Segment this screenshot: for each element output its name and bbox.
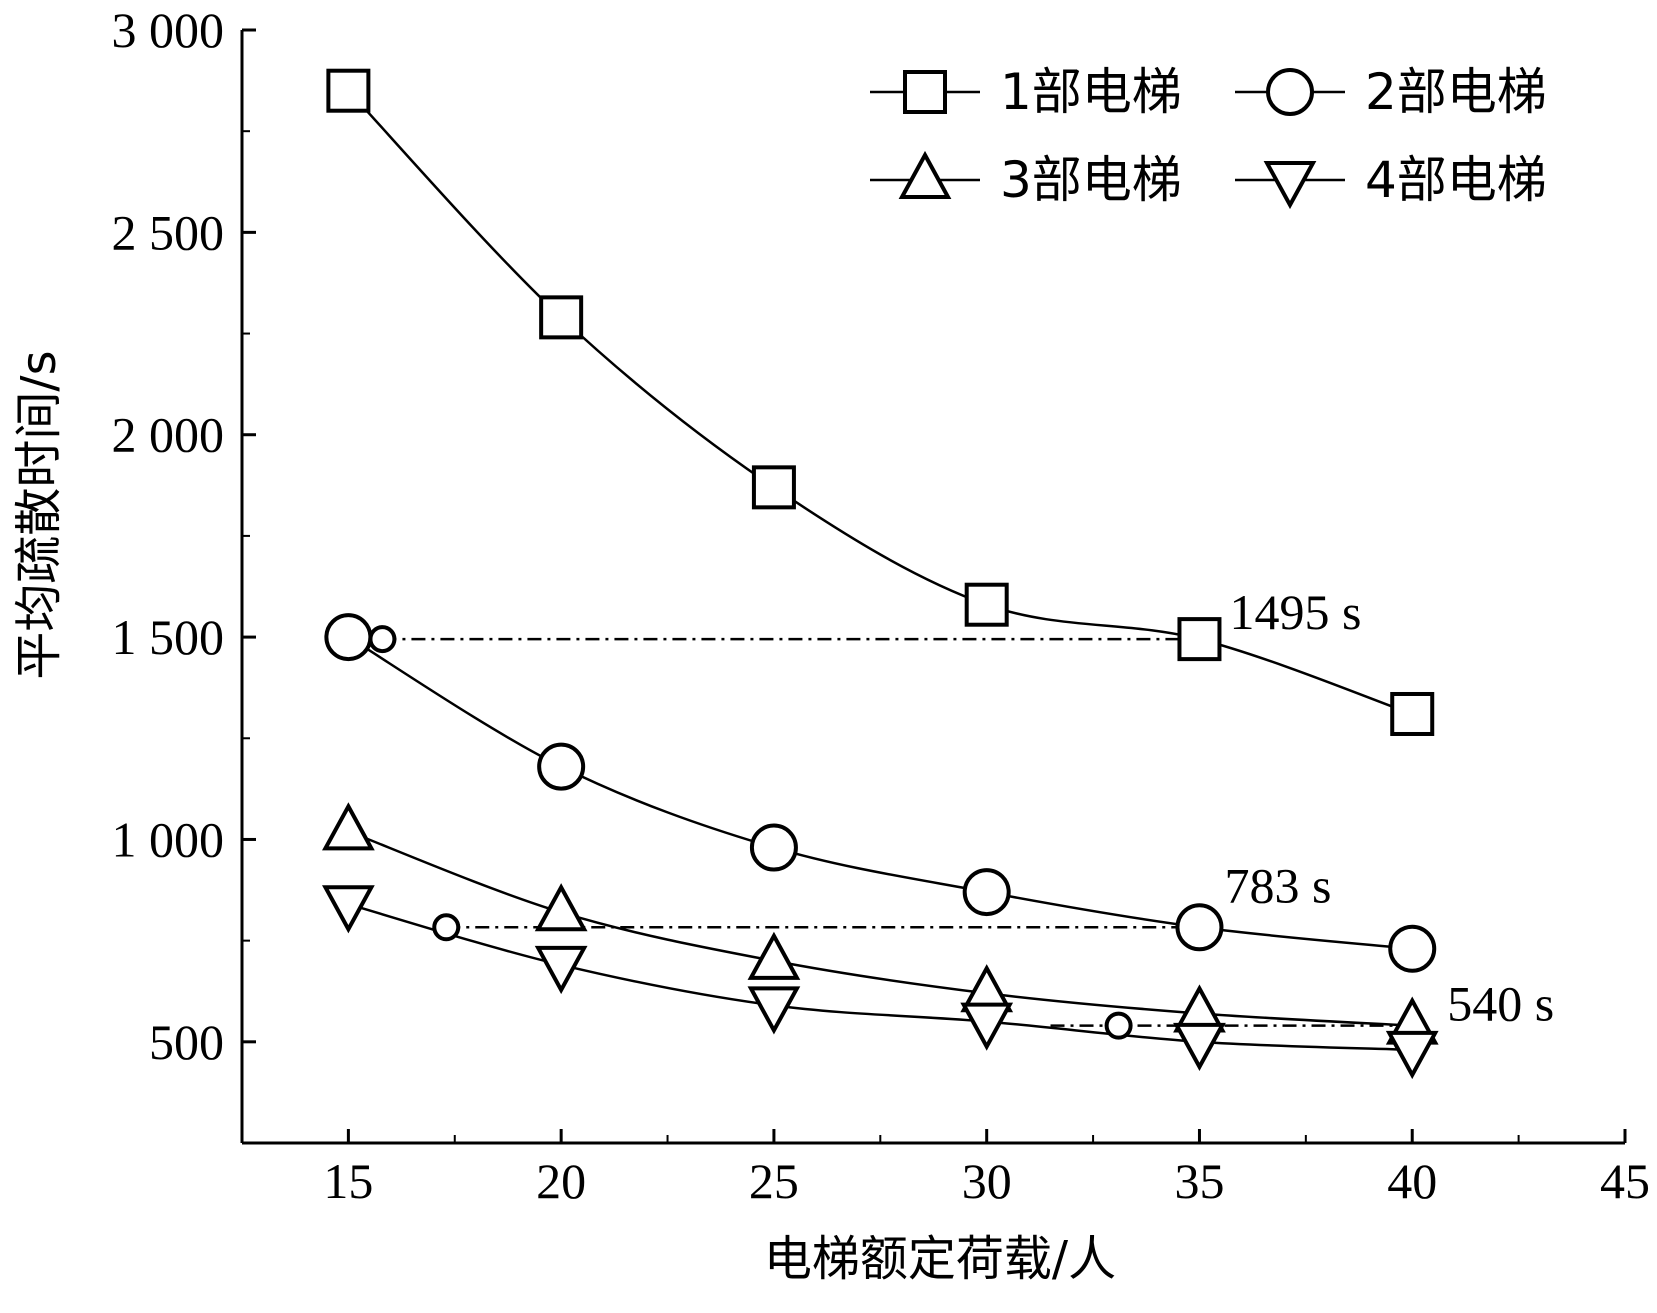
data-point-triangle-down (322, 885, 375, 934)
annotation-label: 540 s (1447, 976, 1554, 1032)
y-tick-label: 1 000 (112, 811, 225, 867)
plot-area: 500 1 000 1 500 2 000 2 500 3 000 15 20 25 30 35 40… (112, 2, 1651, 1209)
y-tick-label: 2 500 (112, 204, 225, 260)
data-point-circle (324, 613, 373, 662)
x-axis-title: 电梯额定荷载/人 (764, 1231, 1116, 1287)
data-point-square (1390, 691, 1435, 736)
data-point-triangle-down (1173, 1022, 1226, 1071)
data-point-square (539, 295, 584, 340)
y-tick-label: 1 500 (112, 609, 225, 665)
data-point-circle (962, 868, 1011, 917)
data-point-triangle-up (747, 931, 801, 980)
x-tick-label: 15 (323, 1153, 373, 1209)
data-point-square (326, 68, 371, 113)
x-tick-label: 20 (536, 1153, 586, 1209)
legend-label: 4部电梯 (1365, 151, 1547, 209)
annotation-label: 783 s (1224, 857, 1331, 913)
x-tick-label: 45 (1600, 1153, 1650, 1209)
x-tick-label: 40 (1387, 1153, 1437, 1209)
data-point-triangle-down (747, 986, 801, 1035)
series-line-4 (348, 903, 1413, 1052)
data-point-triangle-down (1385, 1030, 1439, 1080)
data-point-circle (749, 823, 798, 872)
x-tick-label: 30 (962, 1153, 1012, 1209)
annotation-label: 1495 s (1229, 584, 1361, 640)
y-tick-label: 3 000 (112, 2, 225, 58)
x-tick-label: 35 (1174, 1153, 1224, 1209)
y-tick-label: 500 (149, 1014, 224, 1070)
data-point-circle (537, 742, 586, 791)
y-axis-title: 平均疏散时间/s (11, 350, 67, 679)
data-point-square (751, 465, 796, 510)
data-point-square (1177, 617, 1222, 662)
legend-marker-square (903, 70, 947, 114)
legend-label: 2部电梯 (1365, 63, 1547, 121)
data-point-triangle-down (534, 945, 588, 995)
series-line-1 (347, 89, 1413, 716)
legend-marker-triangle-down (1263, 161, 1317, 210)
data-point-triangle-up (534, 883, 588, 932)
reference-marker-3 (1104, 1011, 1133, 1040)
legend-marker-triangle-up (898, 150, 952, 199)
reference-marker-1 (368, 625, 397, 654)
legend-label: 3部电梯 (1000, 151, 1182, 209)
legend-marker-circle (1266, 68, 1314, 116)
data-point-triangle-down (960, 1002, 1014, 1051)
series-line-3 (347, 830, 1413, 1027)
data-point-circle (1388, 924, 1437, 973)
x-tick-label: 25 (749, 1153, 799, 1209)
legend-label: 1部电梯 (1000, 63, 1182, 121)
data-point-triangle-up (322, 802, 375, 851)
y-tick-label: 2 000 (112, 407, 225, 463)
reference-marker-2 (432, 913, 461, 942)
data-point-square (964, 582, 1009, 627)
data-point-circle (1175, 903, 1224, 952)
